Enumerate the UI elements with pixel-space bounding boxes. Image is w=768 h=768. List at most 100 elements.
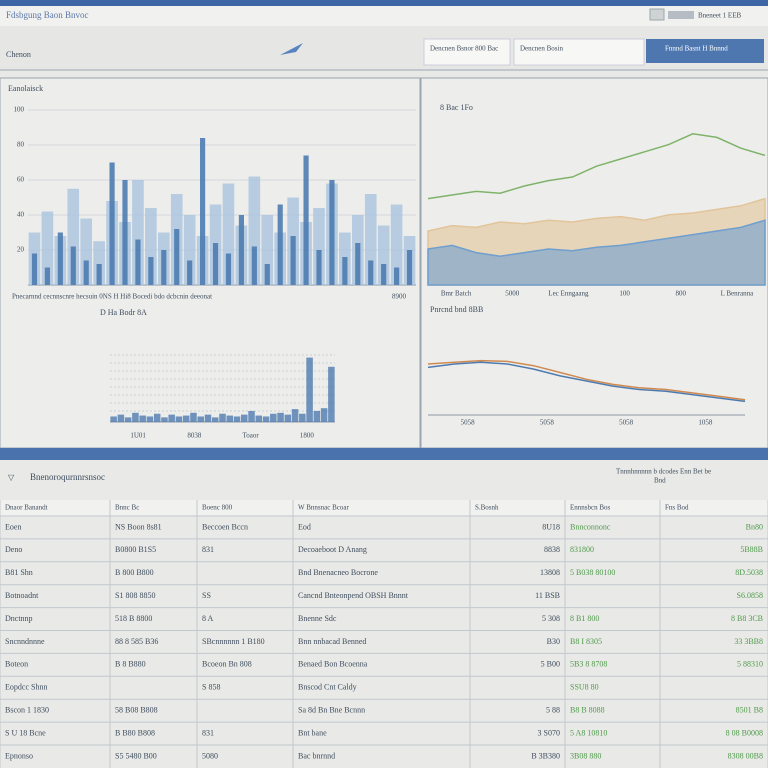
cell: B B80 B808 [115, 728, 155, 737]
tab-active[interactable] [646, 39, 764, 63]
panel-title: Pnrcnd bnd 8BB [430, 305, 483, 314]
cell: 8308 00B8 [728, 751, 763, 760]
line [427, 133, 766, 200]
bar [406, 250, 413, 285]
bar [161, 250, 167, 285]
panel-title: Eanolaisck [8, 84, 43, 93]
bar [31, 253, 38, 285]
cell: S U 18 Bcne [5, 728, 46, 737]
tab-label: Fnnnd Basnt H Bnnnd [665, 45, 728, 53]
cell: NS Boon 8s81 [115, 522, 162, 531]
x-tick-label: 1U01 [130, 432, 146, 440]
bar [329, 180, 335, 285]
bar [190, 412, 197, 422]
cell: Sncnndnnne [5, 637, 45, 646]
cell: SBcnnnnnn 1 B180 [202, 637, 265, 646]
top-bar [0, 0, 768, 6]
cell: 5 88310 [737, 660, 763, 669]
bar [161, 417, 168, 422]
bar [225, 253, 232, 285]
window-icon[interactable] [649, 8, 665, 21]
bar [264, 264, 270, 285]
cell: Decoaeboot D Anang [298, 545, 367, 554]
cell: B 3B380 [531, 751, 560, 760]
bar [175, 416, 183, 422]
cell: Bnd Bnenacneo Bocrone [298, 568, 378, 577]
line [427, 359, 746, 401]
tab[interactable] [513, 38, 645, 66]
cell: 8501 B8 [736, 706, 763, 715]
cell: 8838 [544, 545, 560, 554]
bar [277, 204, 283, 285]
y-tick-label: 100 [14, 106, 25, 114]
tab[interactable] [423, 38, 511, 66]
bar [394, 267, 400, 285]
bar [204, 414, 212, 422]
cell: B81 Shn [5, 568, 33, 577]
bar [93, 241, 105, 285]
bar [187, 260, 193, 285]
bar [132, 180, 144, 285]
cell: 8 B1 800 [570, 614, 599, 623]
bar [109, 162, 115, 285]
cell: Bcoeon Bn 808 [202, 660, 252, 669]
bar [67, 188, 80, 285]
cell: B0800 B1S5 [115, 545, 156, 554]
cell: Bnenne Sdc [298, 614, 337, 623]
bar [270, 413, 277, 422]
cell: B 8 B880 [115, 660, 146, 669]
cell: Benaed Bon Bcoenna [298, 660, 368, 669]
bar [212, 243, 219, 285]
x-tick-label: L Benranna [721, 290, 754, 298]
x-tick-label: Toaor [243, 432, 260, 440]
bar [122, 180, 128, 285]
cell: 831800 [570, 545, 594, 554]
bar [238, 215, 244, 285]
column-header: Fns Bod [665, 504, 689, 512]
divider-bar [0, 448, 768, 460]
bar [316, 250, 322, 285]
bar [124, 417, 132, 422]
bar [44, 267, 50, 285]
x-tick-label: Lec Enngaang [548, 290, 589, 298]
bar [146, 416, 154, 422]
bar [110, 416, 117, 422]
cell: Sa 8d Bn Bne Bcnnn [298, 706, 365, 715]
column-header: Ennnsbcn Bos [570, 504, 611, 512]
bar [313, 410, 321, 422]
cell: Bnnconnonc [570, 522, 611, 531]
cell: Bac bnrnnd [298, 751, 335, 760]
window-icon[interactable] [668, 11, 694, 19]
bar [381, 264, 387, 285]
cell: 8 A [202, 614, 214, 623]
bar [248, 410, 255, 422]
bar [145, 208, 157, 285]
app-title: Fdsbgung Baon Bnvoc [6, 10, 89, 20]
x-tick-label: 100 [619, 290, 630, 298]
bar [222, 183, 235, 285]
bar [299, 413, 306, 422]
line [427, 361, 746, 403]
cell: 5 88 [546, 706, 560, 715]
bar [96, 264, 102, 285]
bar [377, 225, 390, 285]
x-tick-label: 5058 [540, 419, 555, 427]
bar [342, 257, 348, 285]
cell: 11 BSB [535, 591, 560, 600]
bar [83, 260, 89, 285]
y-tick-label: 40 [17, 211, 25, 219]
cell: 13808 [540, 568, 560, 577]
cell: 88 8 585 B36 [115, 637, 158, 646]
column-header: Dnaor Banandt [5, 504, 48, 512]
table-header-bg [0, 500, 768, 516]
bar [290, 236, 296, 285]
cell: 5B88B [740, 545, 763, 554]
cell: Eod [298, 522, 311, 531]
cell: Beccoen Bccn [202, 522, 248, 531]
cell: S1 808 8850 [115, 591, 155, 600]
cell: Bnt bane [298, 728, 327, 737]
bar [251, 246, 257, 285]
bar [200, 138, 206, 285]
